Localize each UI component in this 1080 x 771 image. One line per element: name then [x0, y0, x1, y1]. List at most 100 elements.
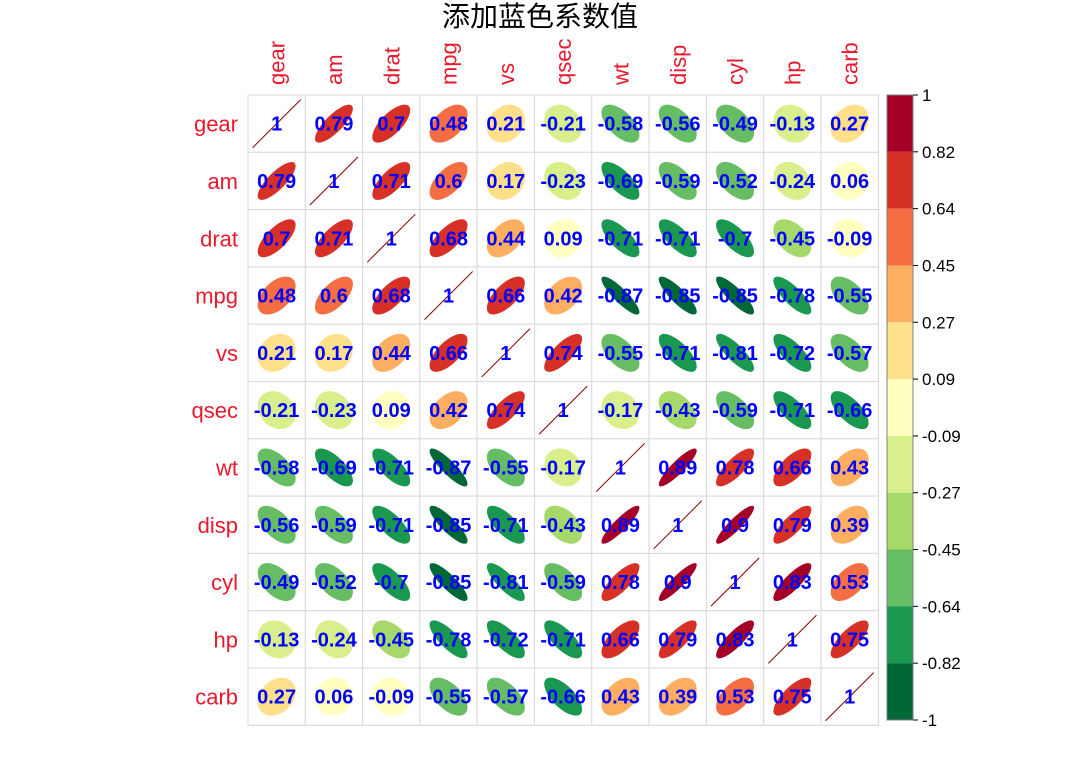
matrix-cell: 0.17 [304, 323, 364, 383]
value-label: 0.68 [372, 286, 411, 308]
value-label: -0.85 [712, 286, 758, 308]
correlation-ellipse [773, 391, 812, 430]
correlation-ellipse [658, 219, 697, 258]
colorbar-segment [887, 208, 913, 266]
correlation-ellipse [773, 448, 812, 487]
column-label: wt [608, 63, 633, 86]
matrix-cell: -0.55 [820, 266, 879, 325]
diagonal-line [825, 672, 875, 722]
correlation-ellipse [429, 333, 468, 372]
value-label: 0.83 [716, 629, 755, 651]
correlation-ellipse [257, 391, 296, 430]
matrix-cell: -0.57 [476, 667, 536, 726]
colorbar-tick-label: -0.64 [922, 597, 961, 616]
value-label: -0.7 [718, 228, 752, 250]
correlation-ellipse [314, 563, 353, 602]
value-label: 0.9 [664, 572, 692, 594]
value-label: 0.66 [429, 343, 468, 365]
correlation-ellipse [830, 391, 869, 430]
matrix-cell: 1 [591, 438, 650, 497]
matrix-cell: -0.85 [419, 552, 478, 612]
colorbar-tick-label: 0.27 [922, 313, 955, 332]
value-label: -0.59 [712, 400, 758, 422]
row-label: wt [215, 455, 238, 480]
colorbar-segment [887, 322, 913, 380]
correlation-ellipse [773, 677, 812, 716]
matrix-cell: 1 [648, 495, 707, 554]
colorbar-segment [887, 265, 913, 323]
matrix-cell: 0.21 [476, 94, 536, 153]
value-label: 0.09 [372, 400, 411, 422]
correlation-ellipse [830, 448, 869, 487]
value-label: 0.27 [830, 114, 869, 136]
value-label: 0.79 [314, 114, 353, 136]
correlation-ellipse [658, 104, 697, 143]
correlation-ellipse [372, 448, 411, 487]
value-label: -0.71 [540, 629, 586, 651]
matrix-cell: 0.83 [705, 610, 765, 669]
correlation-ellipse [486, 104, 525, 143]
value-label: 0.7 [263, 228, 291, 250]
value-label: -0.55 [483, 457, 529, 479]
correlation-ellipse [372, 161, 411, 200]
value-label: -0.59 [311, 515, 357, 537]
value-label: 0.7 [377, 114, 405, 136]
matrix-cell: -0.7 [362, 552, 421, 612]
value-label: 1 [386, 228, 397, 250]
value-label: -0.78 [426, 629, 472, 651]
correlation-ellipse [773, 505, 812, 544]
value-label: 0.89 [658, 457, 697, 479]
value-label: 0.75 [830, 629, 869, 651]
matrix-cell: -0.59 [705, 381, 765, 440]
value-label: -0.85 [426, 515, 472, 537]
value-label: 0.48 [429, 114, 468, 136]
correlation-ellipse [658, 620, 697, 659]
matrix-cell: 0.09 [534, 209, 593, 268]
matrix-cell: -0.55 [419, 667, 478, 726]
colorbar-tick-label: 0.64 [922, 200, 955, 219]
value-label: 0.17 [486, 171, 525, 193]
matrix-cell: 0.48 [419, 94, 478, 153]
value-label: -0.58 [254, 457, 300, 479]
matrix-cell: 0.53 [705, 667, 765, 726]
matrix-cell: 0.68 [362, 266, 421, 325]
matrix-cell: -0.43 [534, 495, 593, 554]
matrix-cell: -0.55 [476, 438, 536, 497]
correlation-ellipse [372, 333, 411, 372]
matrix-cell: -0.09 [820, 209, 879, 268]
value-label: -0.87 [426, 457, 472, 479]
correlation-ellipse [601, 620, 640, 659]
value-label: -0.13 [770, 114, 816, 136]
value-label: -0.49 [712, 114, 758, 136]
matrix-cell: -0.24 [304, 610, 364, 669]
correlation-ellipse [486, 391, 525, 430]
correlation-ellipse [314, 276, 353, 315]
correlation-ellipse [544, 448, 583, 487]
matrix-cell: -0.58 [591, 94, 650, 153]
correlation-ellipse [544, 219, 583, 258]
matrix-cell: 0.06 [820, 151, 879, 211]
matrix-cell: -0.17 [534, 438, 593, 497]
matrix-cell: -0.71 [648, 209, 707, 268]
value-label: 0.21 [486, 114, 525, 136]
matrix-cell: 0.6 [304, 266, 364, 325]
correlation-ellipse [601, 161, 640, 200]
matrix-cell: 0.7 [362, 94, 421, 153]
cell-background [648, 667, 707, 726]
value-label: 1 [844, 687, 855, 709]
matrix-cell: 0.43 [820, 438, 879, 497]
column-label: cyl [723, 58, 748, 85]
correlation-ellipse [658, 333, 697, 372]
matrix-cell: -0.43 [648, 381, 707, 440]
value-label: -0.55 [426, 687, 472, 709]
correlation-ellipse [773, 219, 812, 258]
value-label: -0.71 [368, 515, 414, 537]
value-label: -0.24 [770, 171, 816, 193]
value-label: -0.69 [311, 457, 357, 479]
matrix-cell: 0.9 [648, 552, 707, 612]
matrix-cell: 0.27 [247, 667, 306, 726]
value-label: 0.39 [830, 515, 869, 537]
matrix-cell: 0.68 [419, 209, 478, 268]
cell-background [419, 323, 478, 383]
value-label: 0.17 [314, 343, 353, 365]
